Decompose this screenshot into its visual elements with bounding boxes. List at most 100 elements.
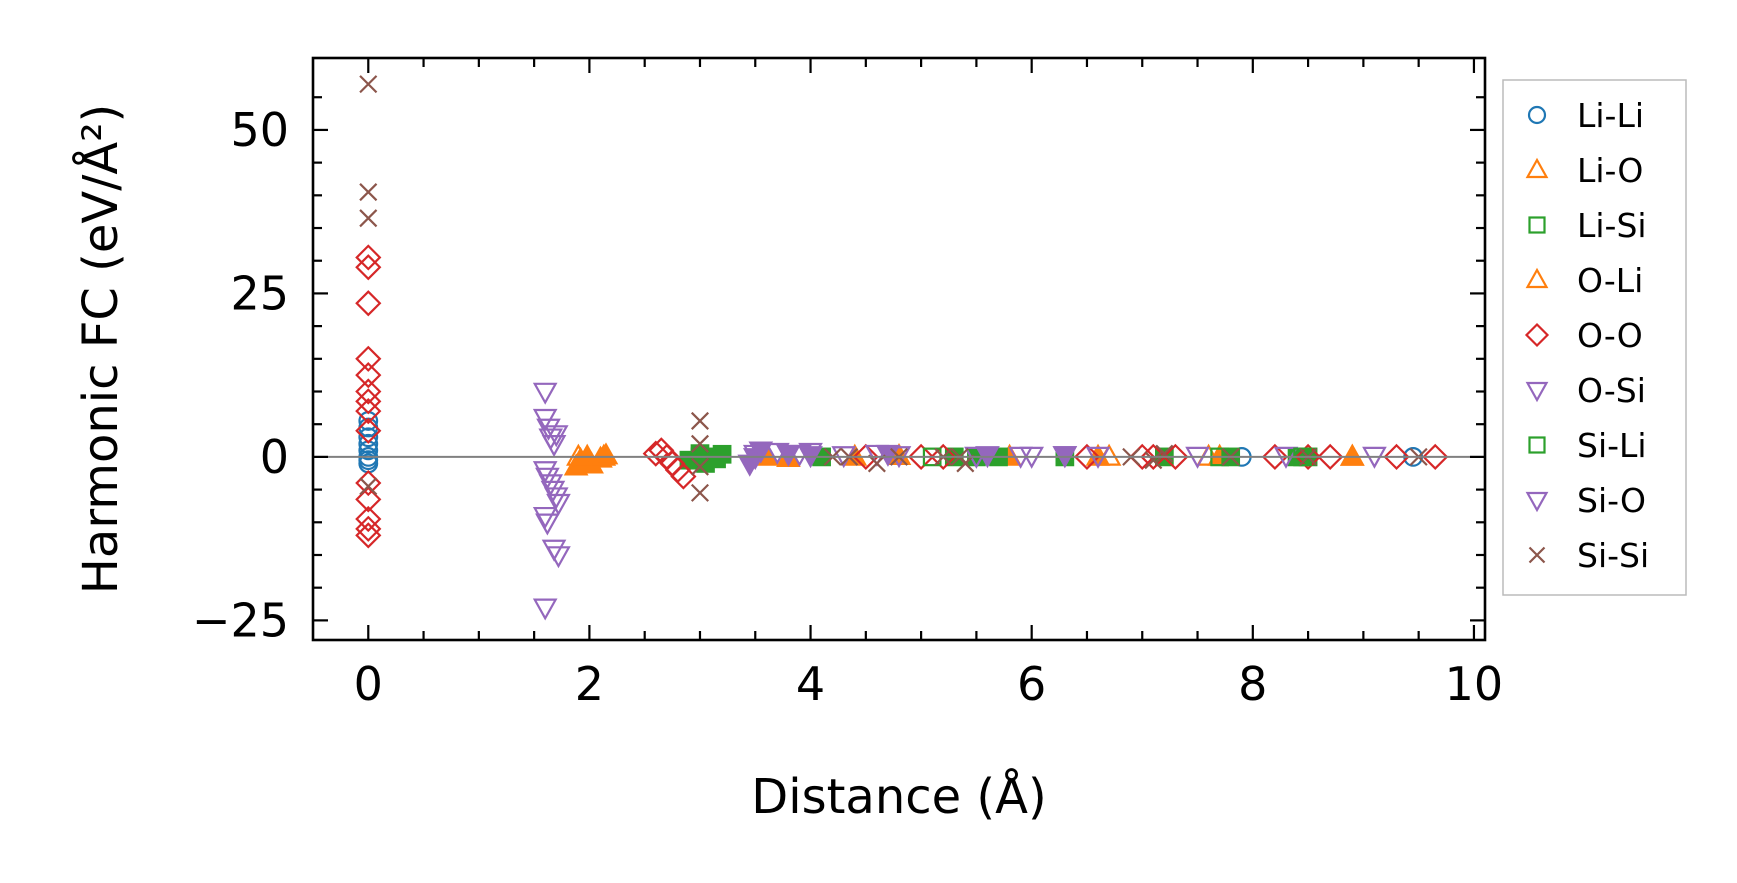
axis-ticks <box>313 58 1485 640</box>
y-tick-label: −25 <box>192 593 289 647</box>
data-point <box>532 506 558 530</box>
data-point <box>1144 451 1163 470</box>
data-point <box>1317 443 1344 471</box>
x-tick-label: 6 <box>1017 657 1046 711</box>
legend-marker <box>1525 381 1549 403</box>
data-point <box>359 209 378 228</box>
data-point <box>543 487 569 510</box>
legend-entry-si-o: Si-O <box>1525 481 1646 520</box>
legend-marker <box>1524 322 1550 348</box>
legend-label: Si-Li <box>1577 426 1647 465</box>
data-point <box>908 443 935 471</box>
data-point <box>532 382 558 405</box>
legend-marker <box>1525 267 1549 289</box>
data-point <box>690 411 710 430</box>
data-point <box>532 598 558 621</box>
legend-marker <box>1525 157 1549 179</box>
legend-marker <box>1528 436 1546 454</box>
data-point <box>355 505 382 533</box>
legend-marker <box>1527 105 1547 125</box>
legend-label: O-Si <box>1577 371 1646 410</box>
y-tick-label: 50 <box>230 103 289 157</box>
data-point <box>776 444 801 467</box>
data-point <box>355 522 382 549</box>
series-o-o <box>355 244 1449 549</box>
legend-marker <box>1528 216 1546 234</box>
data-point <box>642 440 669 467</box>
data-point <box>355 254 382 281</box>
data-point <box>359 477 378 496</box>
legend-label: Li-Li <box>1577 96 1644 135</box>
data-point <box>355 515 382 542</box>
data-point <box>1162 443 1189 471</box>
data-point <box>543 425 569 448</box>
x-axis-title: Distance (Å) <box>751 768 1046 825</box>
data-point <box>532 461 558 484</box>
data-point <box>867 454 886 473</box>
legend-entry-o-o: O-O <box>1524 316 1643 355</box>
data-point <box>538 474 564 497</box>
data-point <box>690 434 710 453</box>
data-point <box>358 427 379 448</box>
legend-entry-si-li: Si-Li <box>1528 426 1647 465</box>
x-tick-label: 0 <box>354 657 383 711</box>
legend-marker <box>1528 546 1546 564</box>
y-tick-label: 25 <box>230 266 289 320</box>
data-point <box>355 388 382 415</box>
x-tick-label: 8 <box>1238 657 1267 711</box>
data-point <box>748 441 774 464</box>
data-point <box>566 443 591 466</box>
data-point <box>1339 443 1365 466</box>
plot-frame <box>311 56 1487 642</box>
data-point <box>355 486 382 513</box>
data-point <box>930 443 957 471</box>
data-point <box>359 183 378 202</box>
data-point <box>535 513 560 536</box>
legend-label: Li-O <box>1577 151 1643 190</box>
data-point <box>355 244 382 271</box>
data-point <box>355 398 382 425</box>
data-point <box>1073 443 1101 471</box>
data-point <box>355 362 382 389</box>
x-tick-label: 10 <box>1445 657 1504 711</box>
data-point <box>355 378 382 405</box>
legend-marker <box>1525 491 1549 513</box>
data-point <box>956 454 975 473</box>
legend-entry-si-si: Si-Si <box>1528 536 1649 575</box>
legend-label: O-Li <box>1577 261 1643 300</box>
data-point <box>852 443 879 471</box>
legend-label: Si-Si <box>1577 536 1649 575</box>
data-point <box>541 435 567 458</box>
data-point <box>1422 443 1449 471</box>
data-point <box>546 493 571 516</box>
data-point <box>690 457 710 476</box>
legend-entry-li-li: Li-Li <box>1527 96 1644 135</box>
y-tick-label: 0 <box>260 430 289 484</box>
legend-label: Si-O <box>1577 481 1646 520</box>
data-point <box>1155 444 1174 463</box>
data-point <box>712 444 732 464</box>
legend-entry-li-si: Li-Si <box>1528 206 1647 245</box>
data-point <box>355 290 382 317</box>
legend-entry-li-o: Li-O <box>1525 151 1643 190</box>
data-point <box>670 463 697 490</box>
x-tick-label: 4 <box>796 657 825 711</box>
data-point <box>1294 443 1322 471</box>
tick-labels: 0 2 4 6 8 10 −25 0 25 50 <box>192 103 1503 711</box>
data-point <box>355 345 382 372</box>
legend-label: O-O <box>1577 316 1643 355</box>
data-point <box>546 546 571 569</box>
data-point <box>1261 443 1289 471</box>
data-point <box>359 75 378 94</box>
legend-entry-o-si: O-Si <box>1525 371 1646 410</box>
legend: Li-Li Li-O Li-Si O-Li O-O O-Si Si-Li Si-O Si-Si <box>1502 79 1687 596</box>
legend-label: Li-Si <box>1577 206 1647 245</box>
data-point <box>1383 443 1410 471</box>
legend-entry-o-li: O-Li <box>1525 261 1643 300</box>
data-point <box>355 417 382 444</box>
data-point <box>690 483 710 502</box>
data-point <box>358 433 379 454</box>
data-point <box>591 443 617 466</box>
